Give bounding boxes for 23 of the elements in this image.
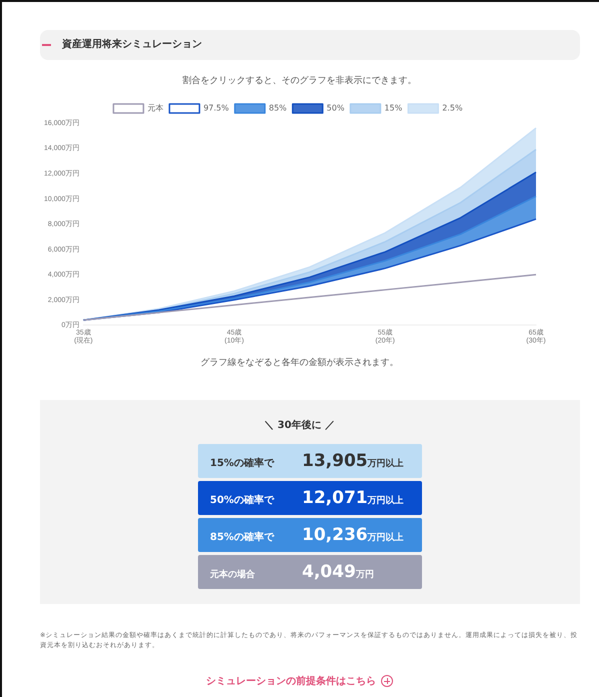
legend-label: 85% [268, 104, 288, 113]
text: 万円以上 [368, 457, 404, 471]
legend-label: 元本 [147, 104, 164, 113]
text: 15%の確率で [210, 456, 276, 471]
text: 4,049 [302, 561, 356, 584]
legend-label: 50% [326, 104, 345, 113]
text: 13,905 [302, 450, 368, 473]
text: 85%の確率で [210, 530, 276, 545]
text: 10,236 [302, 524, 368, 547]
text: 元本の場合 [210, 568, 256, 582]
chart-title: 資産運用将来シミュレーション [62, 37, 202, 52]
text: 50%の確率で [210, 493, 276, 508]
text: グラフ線をなぞると各年の金額が表示されます。 [200, 356, 400, 369]
text: 万円以上 [368, 494, 404, 508]
chart-subtitle: 割合をクリックすると、そのグラフを非表示にできます。 [182, 74, 418, 87]
text: シミュレーションの前提条件はこちら [206, 676, 376, 687]
text: 万円以上 [368, 531, 404, 545]
legend-label: 15% [384, 104, 403, 113]
legend-label: 2.5% [442, 104, 463, 113]
text: 万円 [356, 568, 374, 582]
legend-label: 97.5% [203, 104, 230, 113]
text: ＼ 30年後に ／ [263, 418, 336, 432]
text: 12,071 [302, 487, 368, 510]
